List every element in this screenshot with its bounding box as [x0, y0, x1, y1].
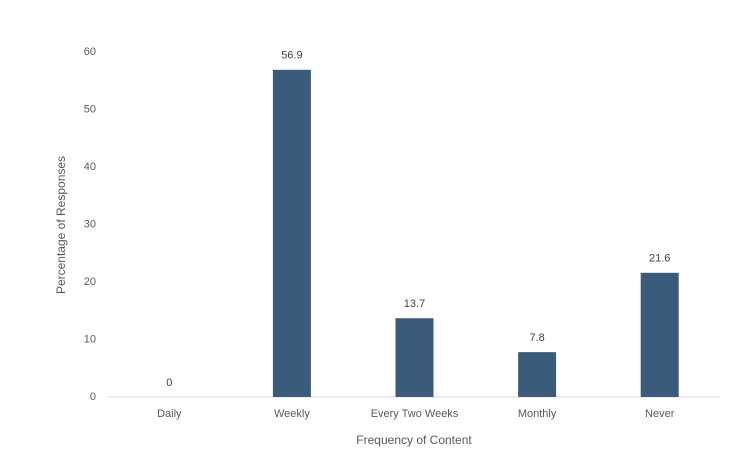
x-axis-title: Frequency of Content	[356, 433, 472, 447]
y-tick-label: 40	[84, 161, 96, 173]
y-tick-label: 10	[84, 333, 96, 345]
bar	[518, 352, 557, 397]
x-tick-label: Daily	[157, 408, 182, 420]
x-tick-label: Weekly	[274, 408, 310, 420]
value-label: 13.7	[404, 298, 425, 310]
bar	[640, 272, 679, 397]
y-tick-label: 20	[84, 276, 96, 288]
y-tick-label: 30	[84, 218, 96, 230]
value-label: 7.8	[529, 332, 544, 344]
x-tick-label: Never	[645, 408, 675, 420]
bar	[395, 318, 434, 397]
value-label: 0	[166, 377, 172, 389]
y-tick-label: 0	[90, 391, 96, 403]
y-tick-label: 50	[84, 103, 96, 115]
y-axis-title: Percentage of Responses	[54, 156, 68, 294]
x-tick-label: Every Two Weeks	[371, 408, 459, 420]
y-tick-label: 60	[84, 46, 96, 58]
value-label: 21.6	[649, 253, 670, 265]
value-label: 56.9	[281, 50, 302, 62]
x-tick-label: Monthly	[518, 408, 557, 420]
bar	[272, 69, 311, 397]
